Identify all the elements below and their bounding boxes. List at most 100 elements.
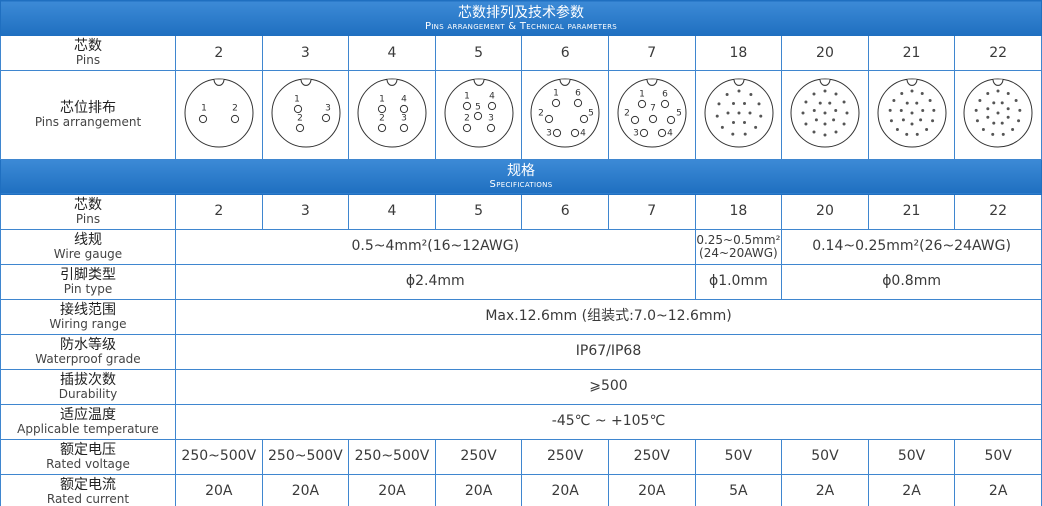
row-label: 芯数 Pins: [0, 193, 176, 230]
pin-dot: [731, 121, 735, 125]
spec-value: 50V: [954, 438, 1042, 475]
pin-dot: [737, 89, 741, 93]
pin-dot: [731, 101, 735, 105]
label-en: Wire gauge: [53, 246, 123, 261]
pin-number: 1: [294, 95, 300, 105]
connector-outline: [530, 78, 600, 148]
connector-outline: [617, 78, 687, 148]
pin-number: 3: [325, 104, 331, 114]
spec-value: 20A: [607, 473, 696, 506]
pin-dot: [748, 111, 752, 115]
pin-number: 2: [297, 114, 303, 124]
diagram-cell: 1 2 3 4: [348, 70, 436, 160]
label-en: Pins: [75, 53, 101, 67]
spec-row: 线规 Wire gauge 0.5~4mm²(16~12AWG) 0.25~0.5mm…: [0, 228, 1042, 265]
label-zh: 芯位排布: [60, 99, 116, 116]
pin-count: 4: [348, 35, 436, 71]
pin-dot: [823, 133, 827, 137]
pin-dot: [812, 92, 816, 96]
diagram-cell: [781, 70, 869, 160]
pin-dot: [899, 109, 903, 113]
label-zh: 防水等级: [60, 336, 116, 353]
pin-hole: [553, 128, 562, 138]
band-row: 规格 Specifications: [0, 158, 1042, 195]
key-notch: [906, 79, 918, 86]
pin-dot: [1007, 92, 1011, 96]
pin-hole: [545, 114, 554, 124]
pin-dot: [834, 92, 838, 96]
pin-number: 6: [662, 90, 668, 100]
pin-dot: [1007, 115, 1011, 119]
pin-dot: [920, 92, 924, 96]
row-label: 适应温度 Applicable temperature: [0, 403, 176, 440]
row-label: 引脚类型 Pin type: [0, 263, 176, 300]
pin-number: 1: [379, 95, 385, 105]
pin-dot: [928, 99, 932, 103]
pin-number: 6: [576, 89, 582, 99]
arrangement-row: 芯位排布 Pins arrangement 1 2 1 2 3 1 2 3 4 1 2 3 4 5 1 2 3 4 5 6…: [0, 70, 1042, 160]
spec-value: 50V: [694, 438, 783, 475]
label-zh: 芯数: [74, 196, 102, 213]
pin-hole: [473, 111, 482, 121]
pin-dot: [823, 89, 827, 93]
pin-hole: [660, 99, 670, 109]
key-notch: [733, 79, 745, 86]
pin-hole: [400, 104, 409, 114]
pin-dot: [812, 109, 816, 113]
pin-number: 5: [475, 103, 481, 113]
pin-hole: [378, 104, 387, 114]
spec-value: 50V: [781, 438, 869, 475]
pin-number: 4: [581, 129, 587, 139]
pin-dot: [801, 111, 805, 115]
band-title: 规格: [507, 163, 535, 180]
pin-number: 4: [489, 92, 495, 102]
pin-dot: [986, 115, 990, 119]
pin-dot: [910, 122, 914, 126]
pin-hole: [462, 101, 471, 111]
key-notch: [559, 79, 571, 86]
spec-value: 2A: [954, 473, 1042, 506]
band-subtitle: Pins arrangement & Technical parameters: [424, 20, 618, 32]
spec-value: 5A: [694, 473, 783, 506]
pin-number: 4: [667, 129, 673, 139]
pin-dot: [915, 101, 919, 105]
spec-value: 20A: [348, 473, 436, 506]
label-en: Rated current: [46, 491, 130, 506]
spec-row: 芯数 Pins 2 3 4 5 6 7 18 20 21 22: [0, 193, 1042, 230]
connector-outline: [184, 78, 254, 148]
pin-dot: [804, 122, 808, 126]
pin-hole: [400, 123, 409, 133]
pin-dot: [986, 92, 990, 96]
pin-dot: [1011, 127, 1015, 131]
pin-dot: [1001, 101, 1005, 105]
pin-number: 7: [650, 104, 656, 114]
pin-dot: [818, 101, 822, 105]
pin-diagram: 1 2 3 4: [357, 78, 427, 148]
pin-dot: [842, 100, 846, 104]
pin-dot: [996, 89, 1000, 93]
pin-number: 3: [633, 129, 639, 139]
pin-dot: [975, 108, 979, 112]
pin-dot: [918, 118, 922, 122]
spec-row: 引脚类型 Pin type ϕ2.4mm ϕ1.0mm ϕ0.8mm: [0, 263, 1042, 300]
key-notch: [992, 79, 1004, 86]
pin-hole: [574, 98, 583, 108]
band-row: 芯数排列及技术参数 Pins arrangement & Technical pa…: [0, 0, 1042, 36]
key-notch: [386, 79, 398, 86]
pin-dot: [812, 130, 816, 134]
pin-dot: [717, 102, 721, 106]
pin-dot: [753, 125, 757, 129]
pin-dot: [730, 132, 734, 136]
pin-number: 1: [464, 92, 470, 102]
diagram-cell: [954, 70, 1042, 160]
pin-hole: [571, 128, 580, 138]
pin-count: 7: [607, 35, 696, 71]
pin-dot: [992, 101, 996, 105]
pin-dot: [823, 122, 827, 126]
pin-dot: [823, 111, 827, 115]
pin-hole: [486, 123, 495, 133]
spec-value: 22: [954, 193, 1042, 230]
pin-dot: [982, 127, 986, 131]
